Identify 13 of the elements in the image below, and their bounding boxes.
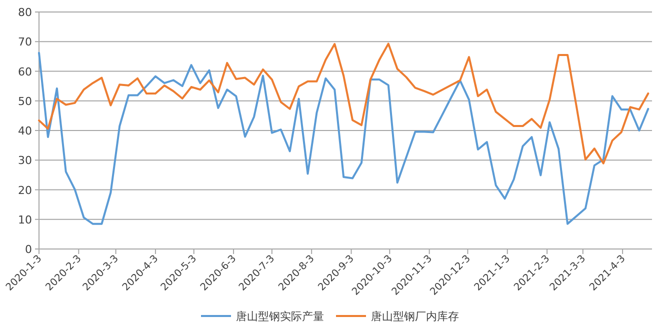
y-tick-label: 80 xyxy=(18,6,32,19)
y-tick-label: 50 xyxy=(18,94,32,108)
line-series xyxy=(38,42,650,164)
y-tick-label: 10 xyxy=(18,213,32,226)
legend-label: 唐山型钢实际产量 xyxy=(236,310,324,323)
y-tick-label: 0 xyxy=(25,243,32,256)
y-tick-label: 70 xyxy=(18,36,32,49)
y-tick-label: 60 xyxy=(18,65,32,78)
y-tick-label: 20 xyxy=(18,184,32,197)
y-tick-label: 30 xyxy=(18,154,32,168)
legend-label: 唐山型钢厂内库存 xyxy=(371,310,459,323)
y-tick-label: 40 xyxy=(18,124,32,138)
line-series xyxy=(38,52,650,225)
